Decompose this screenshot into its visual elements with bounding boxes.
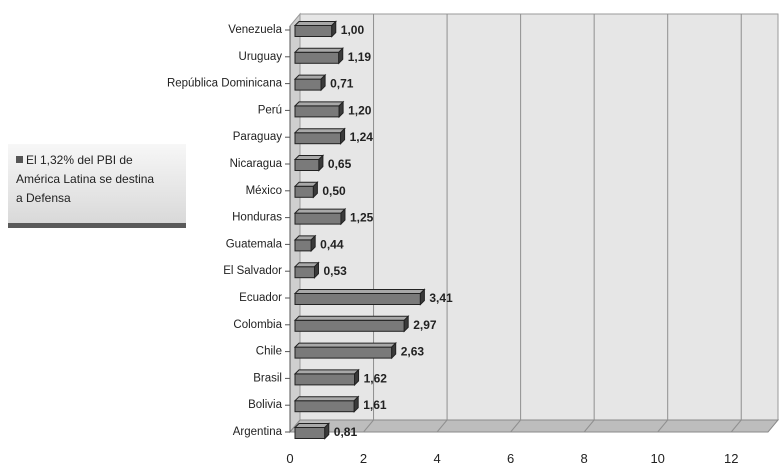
gridline-floor [730,419,742,433]
bar [294,266,315,279]
value-label: 0,53 [323,264,347,278]
bar-top [293,396,360,402]
category-label: México [246,185,282,197]
bar [294,132,342,145]
bar-end [391,341,397,360]
bar-top [293,369,360,375]
bar-end [340,207,346,226]
bar-end [318,154,324,172]
gridline-floor [583,419,595,433]
annotation-swatch-icon [16,156,23,163]
bar-end [354,368,360,387]
x-tick-label: 12 [724,451,738,466]
annotation-line: América Latina se destina [16,172,155,186]
gridline-floor [436,419,448,433]
value-label: 1,24 [350,130,374,144]
value-label: 1,25 [350,211,374,225]
bar-top [293,208,347,214]
x-tick-label: 10 [650,451,664,466]
bar-end [324,422,330,440]
x-tick-label: 8 [581,451,588,466]
gridline-floor [510,419,521,433]
bar-top [293,342,397,348]
x-tick-label: 2 [360,451,367,466]
bar-end [340,127,346,145]
bar-end [331,20,337,38]
bar [294,293,421,305]
value-label: 0,44 [320,237,344,251]
bar-top [293,101,345,107]
value-label: 1,19 [348,50,372,64]
category-label: Bolivia [248,399,282,411]
value-label: 0,71 [330,77,354,91]
annotation-line: a Defensa [16,191,71,205]
value-label: 3,41 [429,291,453,305]
x-tick-label: 6 [507,451,514,466]
bar-top [293,21,337,26]
category-label: Chile [256,346,282,358]
bar-top [293,289,426,294]
bar [294,400,355,413]
gridline-floor [363,419,374,433]
category-label: Honduras [232,212,282,224]
category-label: República Dominicana [167,78,283,90]
category-label: Uruguay [239,51,283,63]
category-label: Guatemala [226,238,283,250]
bar-end [338,47,344,65]
bar [294,212,342,225]
bar-end [403,315,409,333]
bar-top [293,315,410,321]
bar [294,159,320,171]
value-label: 0,81 [334,425,358,439]
bar [294,427,326,439]
bar-top [293,155,325,160]
value-label: 0,50 [322,184,346,198]
bar [294,51,340,64]
floor [288,419,780,433]
category-label: Brasil [253,372,282,384]
bar-end [312,181,318,199]
category-label: Argentina [233,426,283,438]
bar-top [293,423,330,428]
value-label: 1,62 [364,371,388,385]
value-label: 1,00 [341,23,365,37]
x-tick-label: 4 [433,451,440,466]
bar-top [293,47,344,53]
annotation-box: El 1,32% del PBI de América Latina se de… [8,144,186,228]
annotation-line: El 1,32% del PBI de [16,151,180,170]
bar-end [419,288,425,306]
bar-end [320,73,326,92]
bar-end [313,261,319,279]
bar [294,185,314,198]
bar [294,346,393,359]
category-label: El Salvador [223,265,282,277]
gridline-floor [657,419,669,433]
category-label: Ecuador [239,292,282,304]
bar [294,25,333,37]
bar [294,78,322,91]
bar-end [338,100,344,119]
category-label: Perú [258,104,282,116]
value-label: 2,97 [413,318,437,332]
bar-end [310,234,316,253]
bar-end [353,395,359,413]
value-label: 0,65 [328,157,352,171]
bar [294,373,356,386]
category-label: Paraguay [233,131,282,143]
bar [294,239,312,252]
x-tick-label: 0 [286,451,293,466]
category-label: Colombia [233,319,282,331]
value-label: 1,20 [348,103,372,117]
category-label: Venezuela [228,24,282,36]
bar [294,105,340,118]
value-label: 2,63 [401,345,425,359]
value-label: 1,61 [363,398,387,412]
bar-top [293,74,327,80]
bar-top [293,128,346,134]
category-label: Nicaragua [230,158,283,170]
bar [294,319,405,332]
